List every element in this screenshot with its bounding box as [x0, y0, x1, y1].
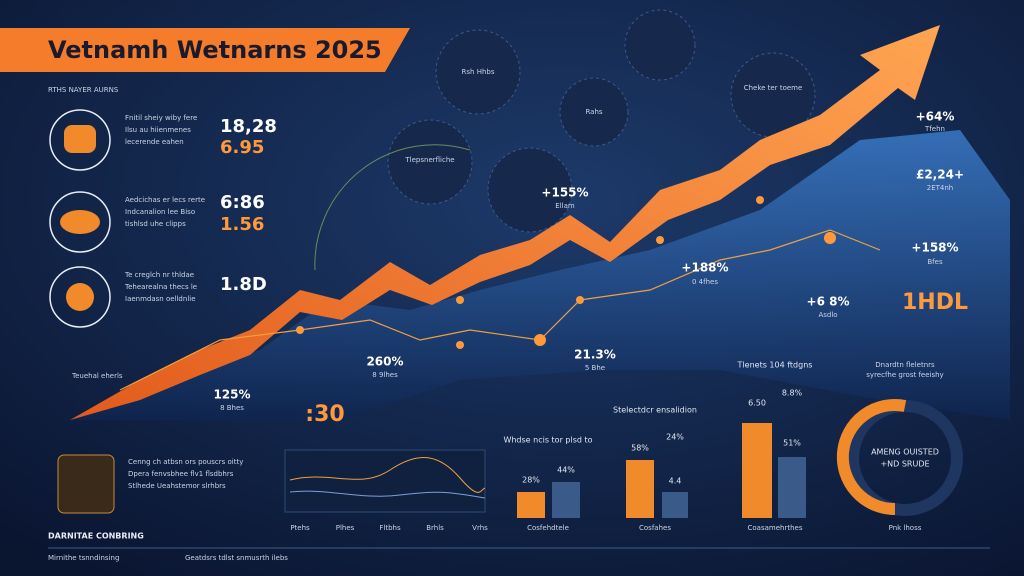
panel-line: Stlhede Ueahstemor slrhbrs: [128, 482, 226, 490]
mini-line: [289, 457, 486, 493]
callout-label: 0 4fhes: [692, 278, 718, 286]
footer-right: Geatdsrs tdlst snmusrth ilebs: [185, 554, 288, 562]
mini-tick-label: Plhes: [336, 524, 355, 532]
metric-line: Ilsu au hiienmenes: [125, 126, 191, 134]
bar: [552, 482, 580, 518]
callout-value: £2,24+: [916, 168, 964, 182]
subtitle: RTHS NAYER AURNS: [48, 86, 119, 94]
callout-label: 8 9lhes: [372, 371, 398, 379]
callout-value: 260%: [366, 355, 403, 369]
group-caption: Cosfahes: [639, 524, 671, 532]
bar-label: 51%: [783, 439, 801, 448]
mini-tick-label: Ptehs: [290, 524, 310, 532]
callout-label: 2ET4nh: [927, 184, 953, 192]
metric-sub: 1.56: [220, 214, 264, 235]
metric-sub: 6.95: [220, 137, 264, 158]
bar-label: 58%: [631, 444, 649, 453]
callout-label: 8 Bhes: [220, 404, 244, 412]
bar-label: 6.50: [748, 399, 766, 408]
bar: [662, 492, 688, 518]
callout-value: 125%: [213, 388, 250, 402]
left-note: Teuehal eherls: [71, 372, 123, 380]
metric-line: tishlsd uhe clipps: [125, 220, 186, 228]
metric-value: 1.8D: [220, 274, 267, 295]
metric-line: Fnitil sheiy wiby fere: [125, 114, 197, 122]
metric-icon-fills: [60, 125, 100, 311]
metric-line: lecerende eahen: [125, 138, 184, 146]
bar: [626, 460, 654, 518]
mini-chart: [284, 449, 486, 513]
group-title: Stelectdcr ensalidion: [613, 406, 697, 415]
metric-line: Te creglch nr thldae: [124, 271, 194, 279]
title: Vetnamh Wetnarns 2025: [48, 36, 382, 64]
mini-tick-label: Brhls: [426, 524, 444, 532]
metric-icons: [49, 109, 111, 328]
group-title: Tlenets 104 ftdgns: [737, 361, 813, 370]
callout-value: :30: [305, 402, 344, 427]
donut-subtitle: syrecfhe grost feeishy: [866, 371, 943, 379]
bubble-label: Rahs: [585, 108, 602, 116]
callouts: +155% Ellam +188% 0 4fhes +158% Bfes £2,…: [213, 110, 968, 428]
decor-bubbles: [387, 9, 816, 233]
callout-label: Ellam: [555, 202, 575, 210]
bar-label: 24%: [666, 433, 684, 442]
mini-ticks: Ptehs Plhes Fltbhs Brhls Vrhs: [290, 524, 488, 532]
trend-arrow: [70, 25, 940, 420]
bubble-label: Rsh Hhbs: [462, 68, 495, 76]
donut-label: +ND SRUDE: [880, 460, 929, 469]
callout-value: 1HDL: [902, 290, 968, 315]
bar-label: 4.4: [669, 477, 682, 486]
donut-caption: Pnk lhoss: [889, 524, 922, 532]
bar: [517, 492, 545, 518]
callout-value: +6 8%: [807, 295, 850, 309]
metric-value: 6:86: [220, 192, 265, 213]
bar: [778, 457, 806, 518]
decor-arc: [314, 144, 471, 271]
metric-line: Indcanalion lee Biso: [125, 208, 195, 216]
group-title: Whdse ncis tor plsd to: [503, 436, 592, 445]
metric-value: 18,28: [220, 116, 277, 137]
bar: [742, 423, 772, 518]
panel-line: Dpera fenvsbhee flv1 flsdbhrs: [128, 470, 234, 478]
callout-label: Bfes: [927, 258, 943, 266]
bar-label: 8.8%: [782, 389, 803, 398]
callout-value: +64%: [916, 110, 955, 124]
callout-value: +188%: [681, 261, 728, 275]
mini-tick-label: Vrhs: [472, 524, 488, 532]
callout-label: Asdlo: [818, 311, 837, 319]
bar-label: 44%: [557, 466, 575, 475]
donut-label: AMENG OUISTED: [871, 448, 939, 457]
mini-line: [289, 490, 486, 499]
group-caption: Cosfehdtele: [527, 524, 569, 532]
trend-area: [70, 130, 1010, 420]
trend-dots: [296, 196, 836, 349]
group-caption: Coasamehrthes: [748, 524, 803, 532]
footer-left: DARNITAE CONBRING: [48, 532, 144, 541]
bar-groups: Whdse ncis tor plsd to 28% 44% Cosfehdte…: [503, 361, 812, 533]
metric-line: Iaenmdasn oelldnlie: [125, 295, 196, 303]
callout-value: 21.3%: [574, 348, 616, 362]
callout-value: +158%: [911, 241, 958, 255]
badge: [57, 454, 115, 514]
title-banner: [0, 28, 410, 72]
donut-arc: [836, 399, 907, 516]
callout-value: +155%: [541, 186, 588, 200]
metric-line: Tehearealna thecs le: [124, 283, 197, 291]
callout-label: Tfehn: [924, 125, 945, 133]
footer-small: Mirnithe tsnndinsing: [48, 554, 119, 562]
bubble-label: Tlepsnerfliche: [404, 156, 454, 164]
metric-texts: Fnitil sheiy wiby fere Ilsu au hiienmene…: [124, 114, 277, 303]
mini-tick-label: Fltbhs: [379, 524, 401, 532]
panel-line: Cenng ch atbsn ors pouscrs oitty: [128, 458, 243, 466]
donut-title: Dnardtn fleletnrs: [875, 361, 935, 369]
metric-line: Aedcichas er lecs rerte: [125, 196, 205, 204]
bubble-label: Cheke ter toeme: [744, 84, 803, 92]
bar-label: 28%: [522, 476, 540, 485]
callout-label: 5 Bhe: [585, 364, 605, 372]
